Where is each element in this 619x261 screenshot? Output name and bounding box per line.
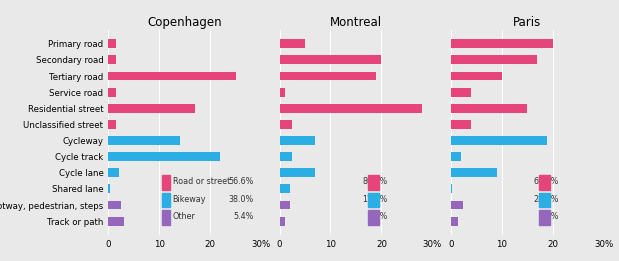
Text: Bikeway: Bikeway [173,194,206,204]
Bar [162,210,170,225]
Bar [108,217,124,226]
Bar [280,88,285,97]
Bar [451,152,461,161]
Text: 2.5%: 2.5% [539,212,559,221]
Bar [280,72,376,80]
Bar [539,193,550,207]
Bar [108,168,118,177]
Bar [451,217,458,226]
Bar [162,175,170,190]
Text: Road or street: Road or street [173,177,230,186]
Bar [451,201,464,210]
Bar [280,217,285,226]
Bar [280,201,290,210]
Bar [108,72,236,80]
Text: 38.0%: 38.0% [228,194,254,204]
Text: 17.0%: 17.0% [363,194,388,204]
Bar [280,136,315,145]
Text: Other: Other [173,212,196,221]
Bar [368,193,379,207]
Title: Paris: Paris [513,16,541,29]
Bar [451,72,501,80]
Bar [451,104,527,113]
Bar [451,185,452,193]
Bar [451,39,553,48]
Bar [280,39,305,48]
Bar [539,175,550,190]
Bar [280,152,292,161]
Bar [368,210,379,225]
Text: 80.6%: 80.6% [363,177,388,186]
Bar [108,201,121,210]
Title: Copenhagen: Copenhagen [147,16,222,29]
Bar [280,120,292,129]
Bar [539,210,550,225]
Bar [451,120,471,129]
Text: 5.4%: 5.4% [233,212,254,221]
Bar [108,185,110,193]
Text: 2.3%: 2.3% [368,212,388,221]
Text: 28.7%: 28.7% [534,194,559,204]
Bar [280,104,422,113]
Bar [451,55,537,64]
Bar [108,152,220,161]
Bar [451,88,471,97]
Bar [108,136,180,145]
Bar [368,175,379,190]
Bar [108,55,116,64]
Bar [108,88,116,97]
Title: Montreal: Montreal [330,16,382,29]
Text: 68.7%: 68.7% [534,177,559,186]
Bar [451,136,547,145]
Bar [108,120,116,129]
Bar [162,193,170,207]
Bar [108,104,195,113]
Text: 56.6%: 56.6% [228,177,254,186]
Bar [451,168,496,177]
Bar [280,185,290,193]
Bar [280,55,381,64]
Bar [108,39,116,48]
Bar [280,168,315,177]
